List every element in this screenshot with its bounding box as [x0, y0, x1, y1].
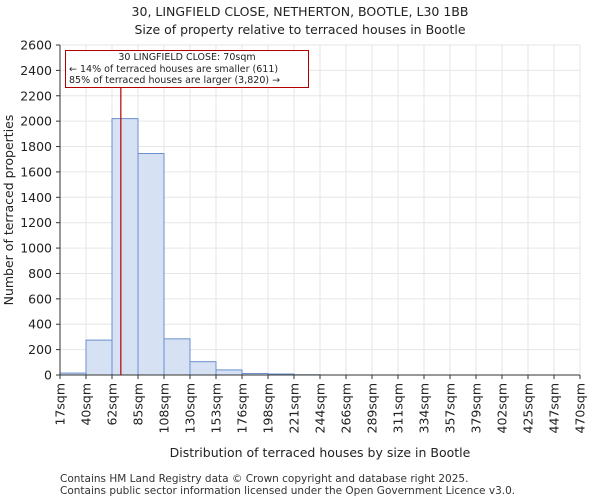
y-tick-label: 600: [28, 291, 52, 306]
x-tick-label: 221sqm: [287, 383, 302, 433]
y-tick-label: 1400: [20, 190, 52, 205]
x-tick-label: 425sqm: [521, 383, 536, 433]
x-tick-label: 311sqm: [391, 383, 406, 433]
x-tick-label: 17sqm: [53, 383, 68, 426]
x-tick-label: 402sqm: [495, 383, 510, 433]
marker-annotation-box: 30 LINGFIELD CLOSE: 70sqm ← 14% of terra…: [65, 50, 309, 88]
y-tick-label: 400: [28, 317, 52, 332]
y-tick-label: 800: [28, 266, 52, 281]
annotation-line-1: 30 LINGFIELD CLOSE: 70sqm: [118, 52, 256, 63]
y-tick-label: 2400: [20, 63, 52, 78]
chart-title: Size of property relative to terraced ho…: [134, 22, 466, 37]
x-tick-label: 470sqm: [573, 383, 588, 433]
histogram-bar: [189, 361, 217, 376]
histogram-bar: [85, 339, 113, 376]
histogram-bar: [111, 118, 139, 376]
x-tick-label: 334sqm: [417, 383, 432, 433]
x-tick-label: 176sqm: [235, 383, 250, 433]
footer-licence: Contains public sector information licen…: [60, 485, 516, 497]
annotation-line-2: ← 14% of terraced houses are smaller (61…: [69, 63, 279, 75]
x-axis-label: Distribution of terraced houses by size …: [170, 445, 471, 460]
y-tick-label: 2000: [20, 114, 52, 129]
x-tick-label: 40sqm: [79, 383, 94, 426]
x-tick-label: 379sqm: [469, 383, 484, 433]
y-tick-label: 1000: [20, 241, 52, 256]
y-axis-label: Number of terraced properties: [1, 115, 16, 306]
y-tick-label: 0: [44, 368, 52, 383]
x-tick-label: 289sqm: [365, 383, 380, 433]
x-tick-label: 153sqm: [209, 383, 224, 433]
y-tick-label: 1200: [20, 215, 52, 230]
footer-copyright: Contains HM Land Registry data © Crown c…: [60, 473, 469, 485]
x-tick-label: 85sqm: [131, 383, 146, 426]
y-tick-label: 2600: [20, 38, 52, 53]
x-tick-label: 108sqm: [157, 383, 172, 433]
x-tick-label: 244sqm: [313, 383, 328, 433]
y-tick-label: 1800: [20, 139, 52, 154]
x-tick-label: 357sqm: [443, 383, 458, 433]
x-tick-label: 266sqm: [339, 383, 354, 433]
y-tick-label: 200: [28, 342, 52, 357]
x-tick-label: 62sqm: [105, 383, 120, 426]
histogram-bar: [163, 338, 191, 376]
histogram-bar: [215, 369, 243, 376]
x-tick-label: 130sqm: [183, 383, 198, 433]
y-tick-label: 1600: [20, 164, 52, 179]
x-tick-label: 198sqm: [261, 383, 276, 433]
annotation-line-3: 85% of terraced houses are larger (3,820…: [69, 75, 281, 86]
histogram-bar: [137, 153, 165, 376]
y-tick-label: 2200: [20, 88, 52, 103]
chart-title-address: 30, LINGFIELD CLOSE, NETHERTON, BOOTLE, …: [131, 4, 469, 19]
x-tick-label: 447sqm: [547, 383, 562, 433]
